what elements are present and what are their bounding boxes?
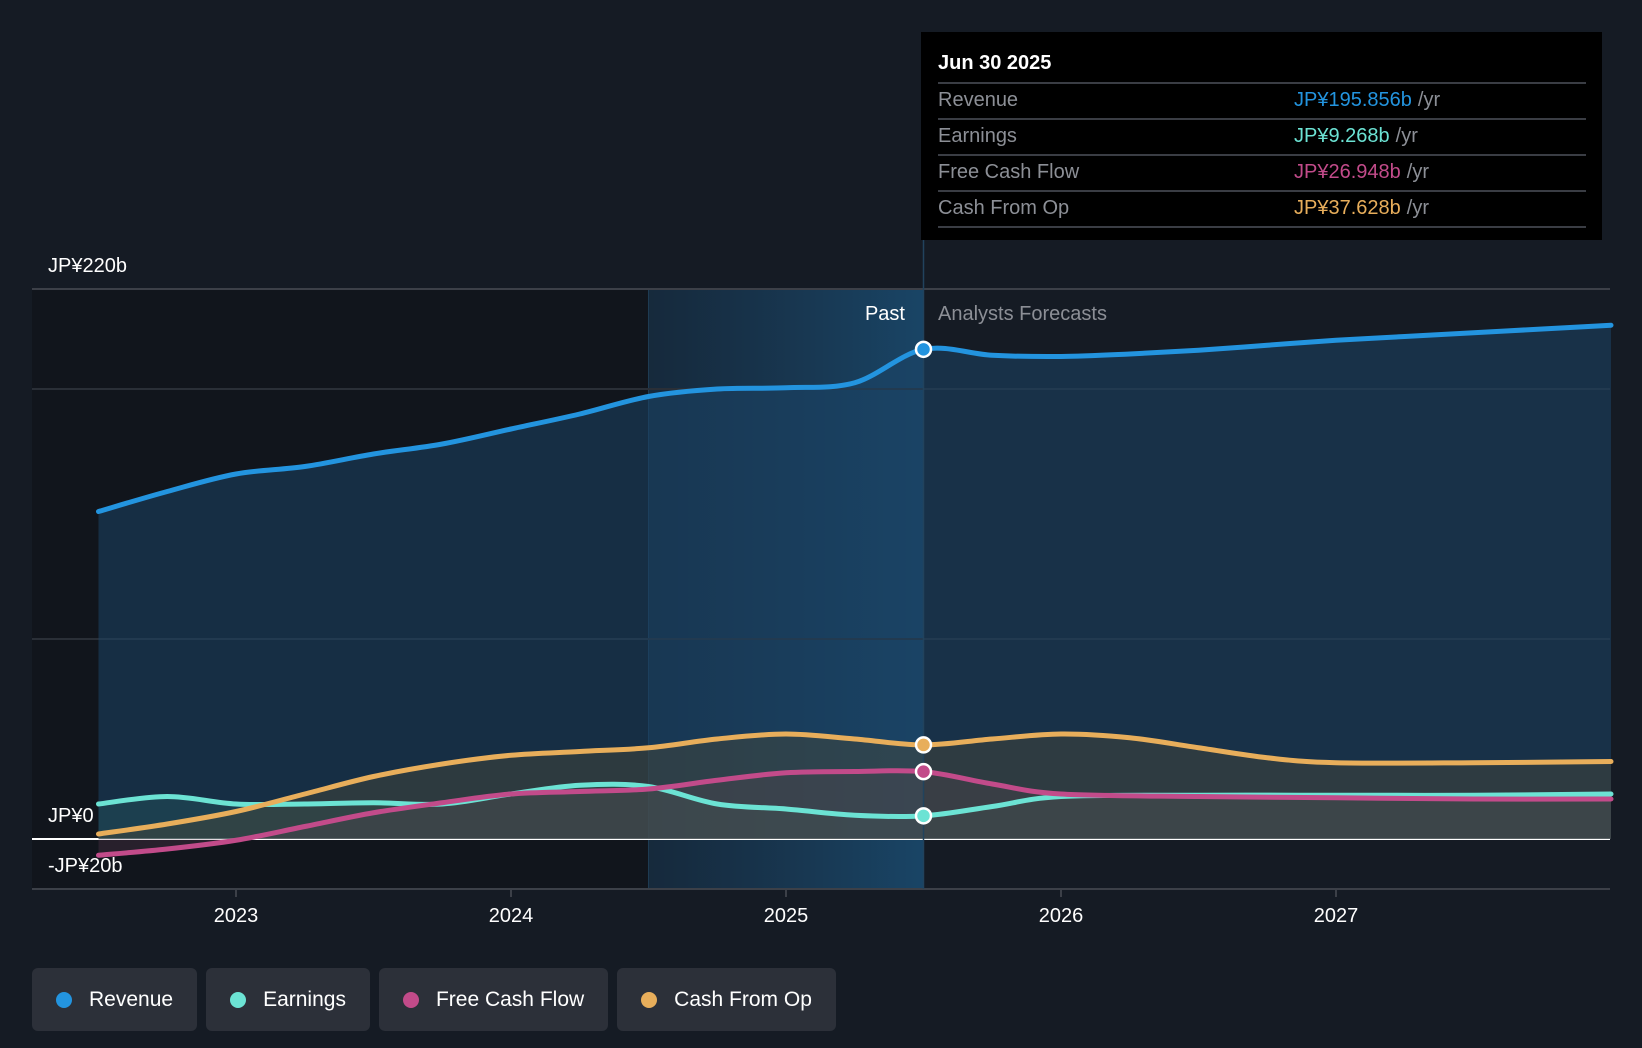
line-revenue: [96, 322, 1614, 514]
marker-cash-from-op: [914, 736, 933, 754]
tooltip-label: Cash From Op: [938, 197, 1070, 219]
tooltip-value: JP¥37.628b: [1294, 197, 1401, 219]
legend-label: Free Cash Flow: [435, 987, 585, 1011]
tooltip-row-earnings: Earnings JP¥9.268b /yr: [938, 120, 1586, 156]
tooltip-row-cash-from-op: Cash From Op JP¥37.628b /yr: [938, 192, 1586, 228]
tooltip-unit: /yr: [1406, 161, 1429, 183]
x-tick-label: 2027: [1314, 905, 1359, 927]
tooltip-label: Earnings: [938, 125, 1017, 147]
legend-item-earnings[interactable]: Earnings: [206, 968, 370, 1031]
tooltip-value: JP¥195.856b: [1294, 89, 1412, 111]
tooltip-row-revenue: Revenue JP¥195.856b /yr: [938, 84, 1586, 120]
dot-icon: [56, 991, 72, 1008]
x-tick-label: 2026: [1039, 905, 1084, 927]
tooltip-unit: /yr: [1395, 125, 1418, 147]
y-tick-label: JP¥0: [48, 805, 94, 827]
legend-item-cash-from-op[interactable]: Cash From Op: [617, 968, 836, 1031]
chart: 2023 2024 2025 2026 2027 JP¥220b JP¥0 -JP¥20b P…: [32, 240, 1614, 927]
legend-item-revenue[interactable]: Revenue: [32, 968, 198, 1031]
forecast-label: Analysts Forecasts: [938, 303, 1107, 325]
tooltip-value: JP¥9.268b: [1294, 125, 1390, 147]
legend-label: Revenue: [89, 987, 174, 1011]
tooltip-unit: /yr: [1417, 89, 1441, 111]
y-tick-label: -JP¥20b: [48, 855, 123, 877]
area-revenue: [98, 325, 1611, 839]
line-free-cash-flow: [96, 768, 1614, 858]
dot-icon: [402, 991, 419, 1008]
marker-free-cash-flow: [914, 762, 933, 781]
tooltip-label: Revenue: [938, 89, 1019, 111]
tooltip-value: JP¥26.948b: [1294, 161, 1401, 183]
tooltip-unit: /yr: [1406, 197, 1429, 219]
y-tick-label: JP¥220b: [48, 255, 127, 277]
marker-revenue: [914, 340, 933, 359]
tooltip-label: Free Cash Flow: [938, 161, 1080, 183]
legend-label: Cash From Op: [674, 987, 812, 1011]
tooltip-row-free-cash-flow: Free Cash Flow JP¥26.948b /yr: [938, 156, 1586, 192]
x-tick-label: 2023: [214, 905, 259, 927]
marker-earnings: [914, 807, 933, 825]
line-cash-from-op: [96, 731, 1614, 837]
dot-icon: [641, 991, 658, 1008]
tooltip-date: Jun 30 2025: [938, 46, 1586, 84]
tooltip: Jun 30 2025 Revenue JP¥195.856b /yr Earn…: [921, 32, 1602, 240]
legend-item-free-cash-flow[interactable]: Free Cash Flow: [378, 968, 609, 1031]
legend: Revenue Earnings Free Cash Flow Cash Fro…: [32, 968, 836, 1031]
past-label: Past: [865, 303, 905, 325]
x-tick-label: 2024: [489, 905, 534, 927]
legend-label: Earnings: [263, 987, 346, 1011]
x-tick-label: 2025: [764, 905, 809, 927]
dot-icon: [230, 991, 247, 1008]
